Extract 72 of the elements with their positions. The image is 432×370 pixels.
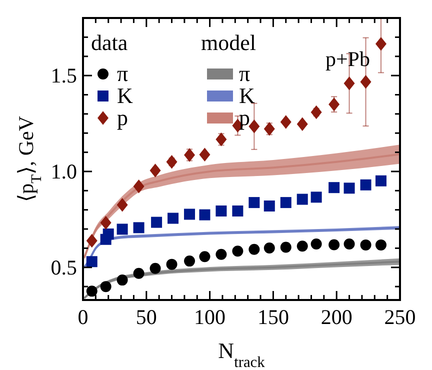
point (296, 240, 308, 252)
x-tick-label: 100 (194, 305, 226, 329)
point (264, 200, 275, 212)
legend-label: p (117, 105, 128, 130)
x-tick-label: 200 (320, 305, 352, 329)
point (375, 175, 386, 186)
annotation: model (201, 30, 256, 55)
annotation: data (91, 30, 128, 55)
point (248, 244, 260, 255)
point (151, 216, 162, 228)
point (344, 76, 355, 90)
point (248, 120, 260, 134)
point (86, 234, 98, 248)
point (264, 242, 275, 254)
point (296, 194, 308, 205)
point (360, 75, 372, 89)
point (199, 148, 210, 162)
point (280, 115, 292, 129)
point (166, 258, 178, 270)
point (310, 105, 322, 120)
point (310, 192, 322, 203)
point (86, 256, 98, 268)
point (199, 209, 210, 220)
point (184, 208, 196, 220)
point (100, 281, 112, 292)
point (199, 251, 210, 262)
point (102, 228, 114, 240)
y-tick-label: 1.5 (50, 64, 77, 88)
point (344, 182, 355, 194)
x-tick-label: 50 (136, 305, 157, 329)
point (375, 37, 386, 51)
x-tick-label: 250 (384, 305, 416, 329)
point (133, 222, 144, 234)
point (184, 148, 196, 162)
point (310, 238, 322, 250)
point (116, 224, 128, 235)
point (328, 182, 340, 194)
point (150, 262, 161, 274)
legend-label: K (239, 83, 255, 108)
point (133, 268, 144, 279)
point (375, 239, 386, 250)
point (232, 246, 244, 257)
point (116, 198, 128, 212)
point (133, 180, 144, 194)
point (280, 242, 292, 253)
point (100, 216, 112, 230)
point (328, 239, 340, 250)
x-axis-title: N$_{track}$ (218, 338, 266, 370)
legend-label: K (117, 83, 133, 108)
point (360, 239, 372, 250)
legend-label: π (239, 61, 250, 86)
legend-label: π (117, 61, 128, 86)
point (280, 197, 292, 208)
point (86, 286, 98, 297)
y-tick-label: 1.0 (50, 159, 77, 184)
point (344, 238, 355, 250)
y-tick-label: 0.5 (50, 255, 77, 280)
point (296, 117, 308, 131)
x-tick-label: 0 (78, 305, 88, 329)
point (116, 274, 128, 286)
point (184, 256, 196, 267)
point (360, 179, 372, 190)
point (216, 248, 227, 260)
point (168, 212, 179, 224)
x-tick-label: 150 (257, 305, 289, 329)
legend-label: p (239, 105, 250, 130)
annotation: p+Pb (325, 47, 370, 71)
point (166, 155, 178, 169)
point (248, 197, 260, 208)
point (216, 205, 227, 216)
point (232, 205, 244, 216)
point (150, 164, 161, 178)
